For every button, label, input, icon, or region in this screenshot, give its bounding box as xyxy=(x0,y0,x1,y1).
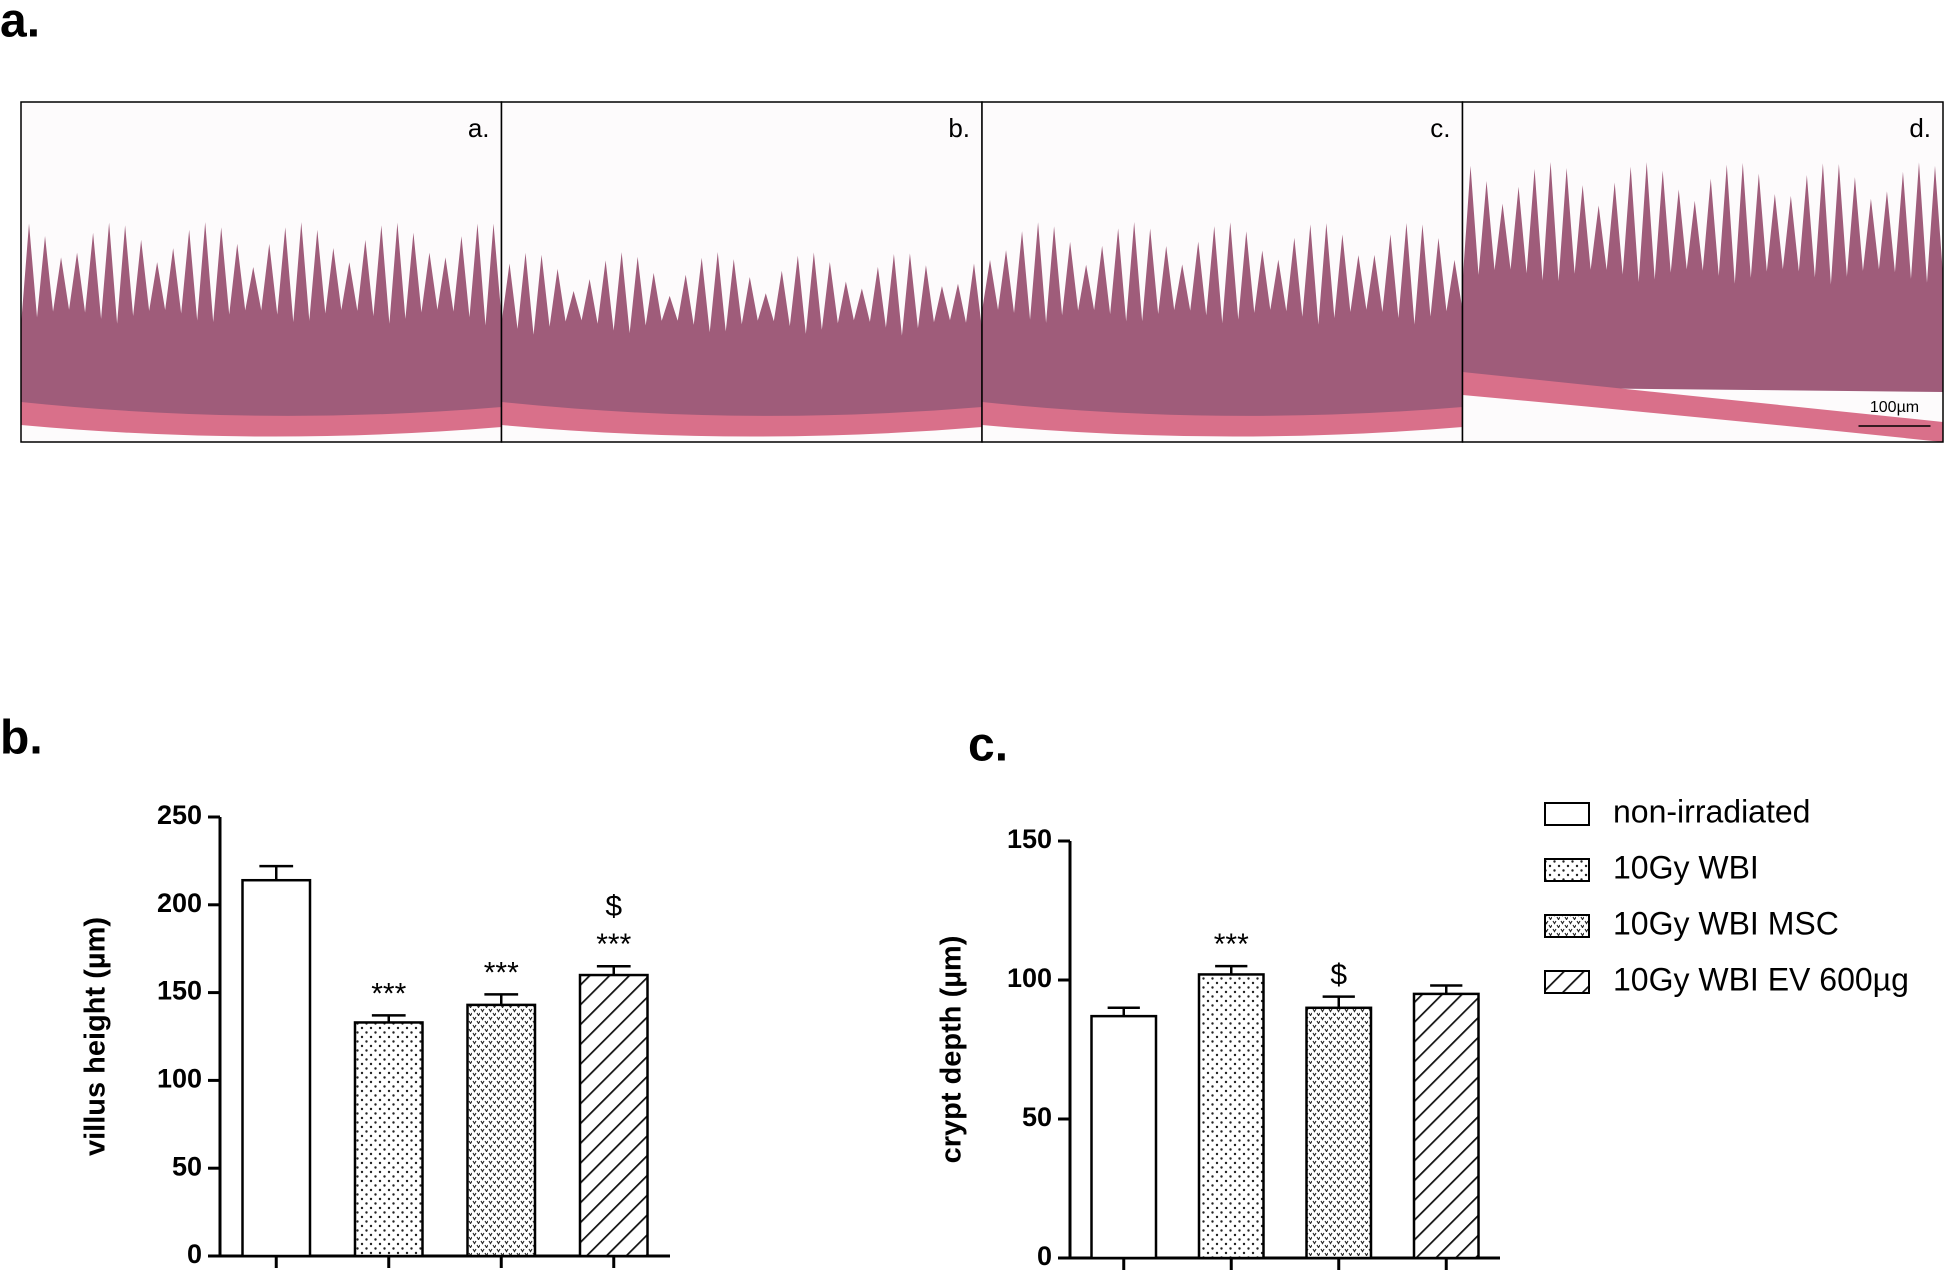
bar xyxy=(466,1003,537,1258)
legend-label: 10Gy WBI xyxy=(1613,849,1759,885)
image-border xyxy=(1461,101,1944,443)
tissue-muscle xyxy=(982,402,1463,437)
significance-mark: *** xyxy=(371,977,406,1010)
tissue-muscle xyxy=(21,402,502,437)
histology-image: d. 100µm xyxy=(1461,101,1944,443)
histology-image: a. xyxy=(20,101,503,443)
y-axis-label: villus height (µm) xyxy=(80,917,112,1156)
bar xyxy=(241,878,312,1258)
y-tick-label: 50 xyxy=(1022,1102,1052,1132)
significance-mark: $ xyxy=(605,890,622,923)
histology-images: a. b. c. d. 100µm xyxy=(20,101,1944,443)
legend-label: 10Gy WBI EV 600µg xyxy=(1613,961,1909,997)
panel-label: a. xyxy=(0,0,40,48)
legend-label: non-irradiated xyxy=(1613,793,1810,829)
y-tick-label: 0 xyxy=(1037,1241,1052,1271)
y-axis-label: crypt depth (µm) xyxy=(936,936,968,1164)
bar xyxy=(1305,1006,1373,1260)
tissue xyxy=(21,222,502,422)
y-tick-label: 0 xyxy=(187,1239,202,1269)
y-tick-label: 250 xyxy=(157,800,202,830)
legend-swatch xyxy=(1544,858,1590,882)
y-tick-label: 150 xyxy=(157,976,202,1006)
significance-mark: *** xyxy=(1214,928,1249,961)
bar xyxy=(1197,973,1265,1260)
tissue xyxy=(982,222,1463,422)
panel-label: c. xyxy=(968,719,1008,772)
y-tick-label: 150 xyxy=(1007,824,1052,854)
histology-image: c. xyxy=(981,101,1464,443)
tissue-muscle xyxy=(1462,372,1943,442)
bar xyxy=(1412,992,1480,1260)
significance-mark: *** xyxy=(596,928,631,961)
tissue-muscle xyxy=(501,402,982,437)
y-tick-label: 50 xyxy=(172,1151,202,1181)
y-tick-label: 100 xyxy=(1007,963,1052,993)
image-label: d. xyxy=(1909,113,1931,143)
image-label: b. xyxy=(948,113,970,143)
bar xyxy=(1090,1014,1158,1260)
bar xyxy=(578,973,649,1258)
legend-label: 10Gy WBI MSC xyxy=(1613,905,1839,941)
histology-image: b. xyxy=(500,101,983,443)
y-tick-label: 100 xyxy=(157,1064,202,1094)
tissue xyxy=(501,252,982,422)
legend-swatch xyxy=(1544,970,1590,994)
panel-label: b. xyxy=(0,712,43,765)
image-label: c. xyxy=(1430,113,1450,143)
image-label: a. xyxy=(468,113,490,143)
significance-mark: *** xyxy=(484,956,519,989)
bar xyxy=(353,1021,424,1258)
tissue xyxy=(1462,162,1943,392)
scale-bar-label: 100µm xyxy=(1870,399,1919,416)
legend-swatch xyxy=(1544,802,1590,826)
y-tick-label: 200 xyxy=(157,888,202,918)
significance-mark: $ xyxy=(1330,959,1347,992)
legend-swatch xyxy=(1544,914,1590,938)
